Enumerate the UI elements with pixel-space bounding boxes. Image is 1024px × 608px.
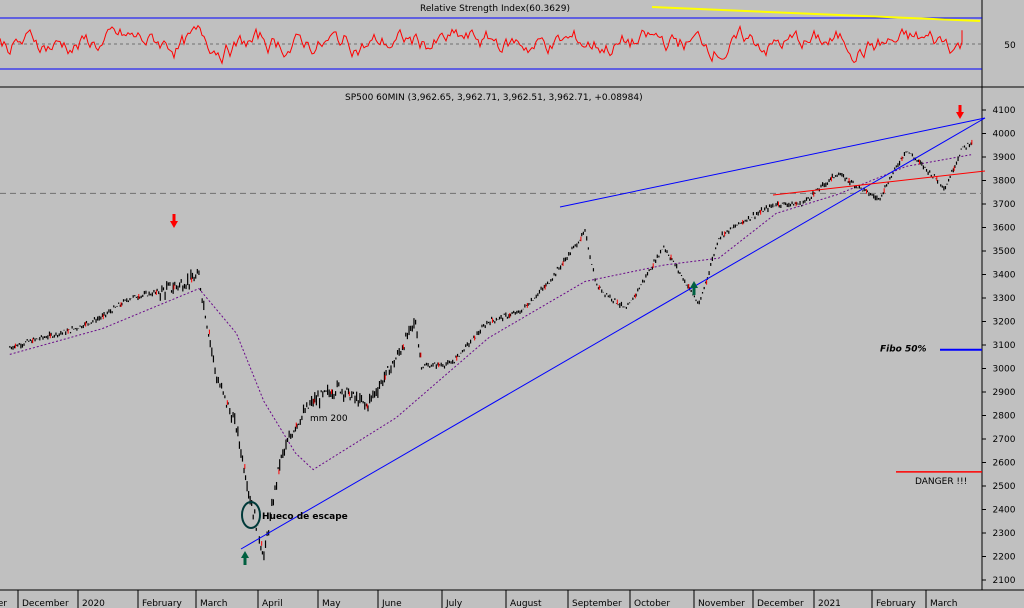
rsi-level-label: 50	[1004, 41, 1016, 51]
danger-label: DANGER !!!	[915, 477, 967, 487]
down-arrow-icon	[956, 105, 964, 119]
y-tick-label: 4000	[993, 130, 1016, 140]
y-tick-label: 3700	[993, 200, 1016, 210]
ma200-label: mm 200	[310, 414, 348, 424]
rsi-panel: Relative Strength Index(60.3629) 50	[0, 4, 1016, 70]
y-tick-label: 3800	[993, 177, 1016, 187]
x-tick-label: December	[757, 599, 804, 608]
y-tick-label: 2500	[993, 482, 1016, 492]
rsi-title: Relative Strength Index(60.3629)	[420, 4, 570, 14]
y-tick-label: 2900	[993, 388, 1016, 398]
x-tick-label: October	[634, 599, 670, 608]
y-tick-label: 2800	[993, 412, 1016, 422]
up-arrow-icon	[241, 551, 249, 565]
price-title: SP500 60MIN (3,962.65, 3,962.71, 3,962.5…	[345, 93, 643, 103]
y-tick-label: 3600	[993, 224, 1016, 234]
gap-ellipse	[241, 501, 261, 529]
y-tick-label: 2300	[993, 529, 1016, 539]
down-arrow-icon	[170, 214, 178, 228]
x-tick-label: March	[200, 599, 227, 608]
price-panel: SP500 60MIN (3,962.65, 3,962.71, 3,962.5…	[0, 93, 1016, 586]
y-axis-ticks: 2100 2200 2300 2400 2500 2600 2700 2800 2900 3000…	[982, 106, 1016, 586]
y-tick-label: 3300	[993, 294, 1016, 304]
x-tick-label: February	[876, 599, 917, 608]
x-tick-label: August	[510, 599, 542, 608]
y-tick-label: 2700	[993, 435, 1016, 445]
rsi-line	[0, 24, 963, 65]
up-arrow-icon	[690, 281, 698, 295]
y-tick-label: 3200	[993, 318, 1016, 328]
y-tick-label: 3100	[993, 341, 1016, 351]
gap-label: Hueco de escape	[262, 512, 348, 522]
x-tick-label: February	[142, 599, 183, 608]
price-bars	[9, 139, 973, 561]
x-tick-label: ber	[0, 599, 7, 608]
rsi-trendline	[651, 6, 981, 22]
y-tick-label: 2600	[993, 459, 1016, 469]
x-tick-label: May	[322, 599, 341, 608]
x-tick-label: June	[381, 599, 402, 608]
y-tick-label: 3900	[993, 153, 1016, 163]
upper-trendline	[559, 117, 986, 208]
x-tick-label: 2020	[82, 599, 105, 608]
x-tick-label: July	[445, 599, 463, 608]
y-tick-label: 2200	[993, 553, 1016, 563]
x-tick-label: September	[572, 599, 622, 608]
x-tick-label: March	[930, 599, 957, 608]
y-tick-label: 3400	[993, 271, 1016, 281]
x-tick-label: April	[262, 599, 283, 608]
y-tick-label: 4100	[993, 106, 1016, 116]
ma200-line	[9, 154, 972, 471]
x-axis-labels: ber December 2020 February March April May June…	[0, 590, 957, 608]
x-tick-label: December	[22, 599, 69, 608]
lower-trendline	[240, 117, 986, 550]
y-tick-label: 3000	[993, 365, 1016, 375]
fibo-50-label: Fibo 50%	[880, 345, 927, 355]
y-tick-label: 3500	[993, 247, 1016, 257]
y-tick-label: 2400	[993, 506, 1016, 516]
y-tick-label: 2100	[993, 576, 1016, 586]
support-line	[772, 170, 986, 196]
x-tick-label: 2021	[818, 599, 841, 608]
x-tick-label: November	[698, 599, 745, 608]
